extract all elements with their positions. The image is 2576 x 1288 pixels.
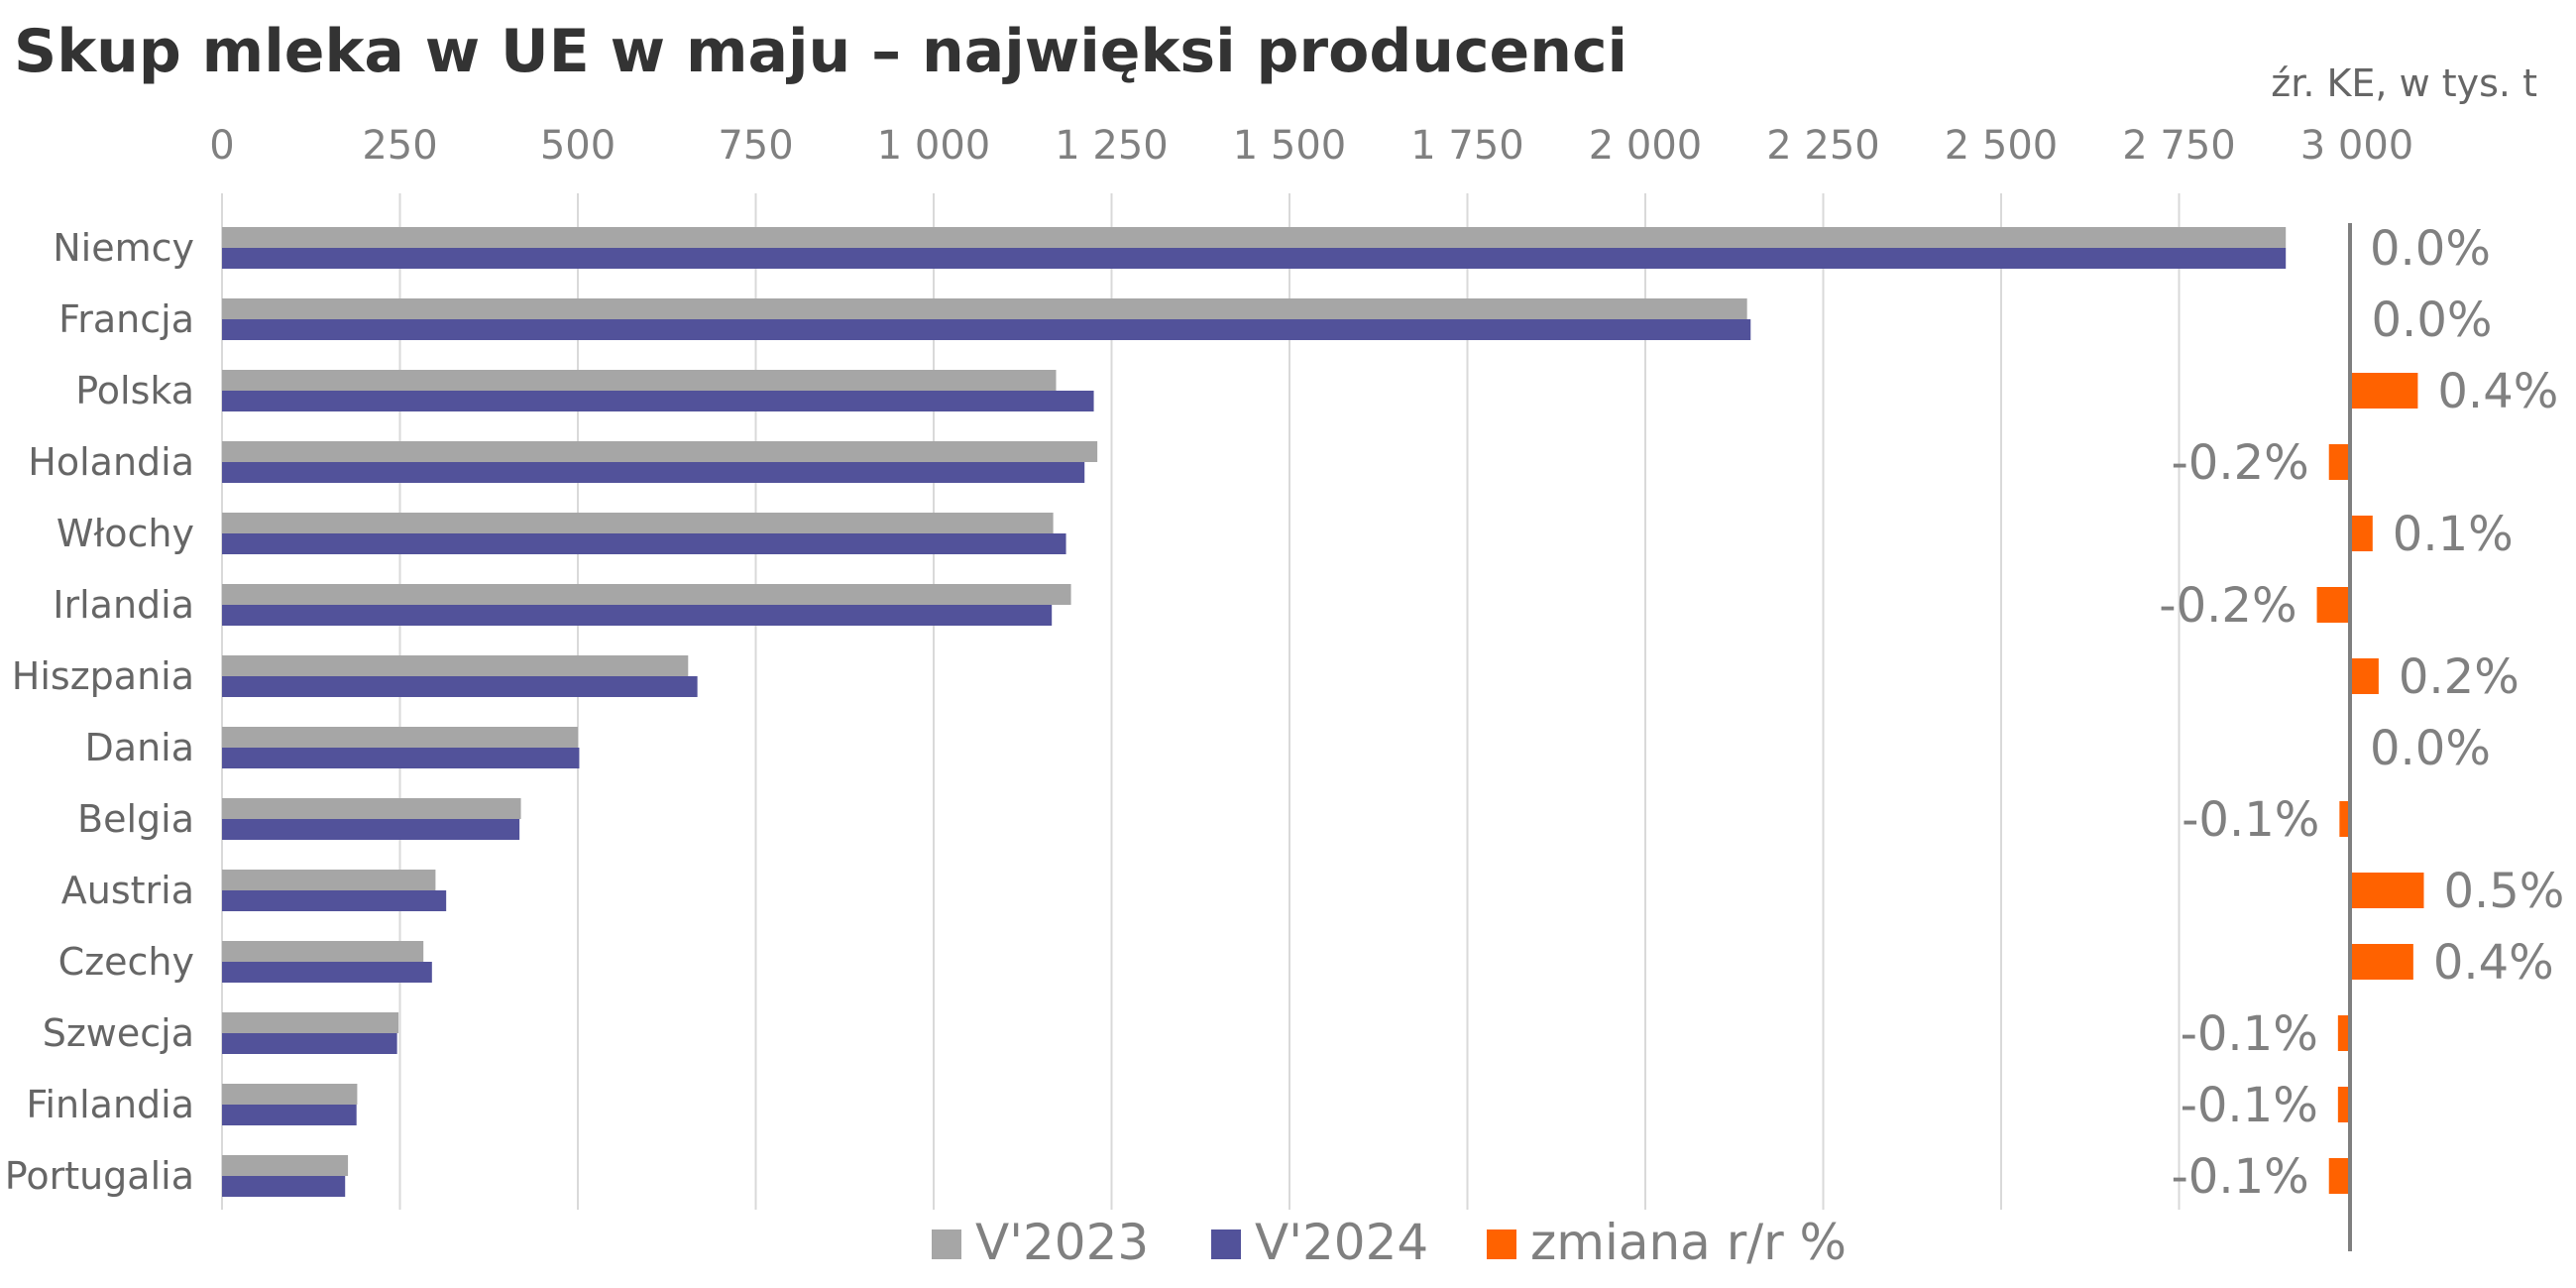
x-tick-label: 1 750 (1410, 123, 1524, 169)
category-label: Portugalia (5, 1154, 194, 1198)
bar-v2024 (222, 819, 520, 840)
legend-swatch (1211, 1229, 1241, 1259)
change-bar (2316, 587, 2350, 623)
category-label: Austria (61, 869, 194, 912)
category-label: Belgia (77, 797, 194, 841)
legend-label: zmiana r/r % (1530, 1214, 1847, 1271)
change-bar (2328, 1158, 2350, 1194)
bar-v2024 (222, 890, 447, 911)
bar-v2023 (222, 941, 424, 962)
x-tick-label: 2 000 (1589, 123, 1703, 169)
change-bar (2350, 516, 2373, 551)
x-tick-label: 2 750 (2122, 123, 2236, 169)
category-label: Irlandia (53, 583, 194, 627)
bar-v2023 (222, 870, 436, 890)
bar-v2024 (222, 605, 1053, 626)
legend-label: V'2023 (975, 1214, 1149, 1271)
change-label: 0.1% (2393, 507, 2514, 562)
x-tick-label: 1 250 (1055, 123, 1169, 169)
change-bar (2337, 1087, 2350, 1122)
change-bar (2328, 444, 2350, 480)
legend-v2023: V'2023 (932, 1214, 1149, 1271)
bar-v2024 (222, 319, 1751, 340)
bar-v2023 (222, 1084, 358, 1105)
bar-v2023 (222, 1155, 349, 1176)
change-bar (2350, 373, 2418, 409)
bar-v2023 (222, 227, 2287, 248)
bar-v2024 (222, 1033, 397, 1054)
bar-v2023 (222, 441, 1098, 462)
change-bar (2337, 1015, 2350, 1051)
bar-v2024 (222, 1105, 357, 1125)
change-bar (2350, 658, 2379, 694)
category-label: Polska (75, 369, 194, 412)
legend-v2024: V'2024 (1211, 1214, 1428, 1271)
x-tick-label: 2 500 (1945, 123, 2059, 169)
x-tick-label: 0 (209, 123, 234, 169)
change-bars: 0.0% 0.0% 0.4% -0.2% 0.1% -0.2% 0.2% 0.0% -0.1% 0… (2159, 221, 2564, 1251)
x-tick-label: 1 000 (877, 123, 991, 169)
change-label: 0.0% (2372, 293, 2493, 348)
category-label: Czechy (58, 940, 194, 984)
change-label: -0.2% (2159, 578, 2296, 634)
bar-v2024 (222, 748, 580, 768)
bar-v2023 (222, 513, 1054, 533)
change-label: 0.2% (2399, 649, 2520, 705)
category-labels: Niemcy Francja Polska Holandia Włochy Irlandi… (5, 226, 194, 1198)
bar-v2024 (222, 676, 698, 697)
gridlines (221, 193, 2181, 1210)
legend-change: zmiana r/r % (1487, 1214, 1847, 1271)
x-tick-label: 3 000 (2300, 123, 2414, 169)
bar-v2023 (222, 584, 1071, 605)
chart-title: Skup mleka w UE w maju – najwięksi produ… (14, 17, 1627, 86)
bars (222, 227, 2287, 1197)
change-label: -0.1% (2181, 1006, 2318, 1062)
change-label: -0.1% (2182, 792, 2319, 848)
category-label: Włochy (56, 512, 194, 555)
change-label: 0.0% (2370, 721, 2491, 776)
legend-swatch (1487, 1229, 1516, 1259)
bar-v2023 (222, 1012, 399, 1033)
x-tick-label: 1 500 (1233, 123, 1347, 169)
bar-v2023 (222, 655, 689, 676)
x-tick-label: 250 (362, 123, 437, 169)
change-label: -0.2% (2171, 435, 2308, 491)
bar-v2023 (222, 370, 1057, 391)
category-label: Niemcy (53, 226, 194, 270)
x-tick-label: 2 250 (1766, 123, 1880, 169)
legend-swatch (932, 1229, 961, 1259)
bar-v2024 (222, 391, 1094, 411)
change-label: 0.4% (2433, 935, 2554, 991)
category-label: Hiszpania (12, 654, 194, 698)
bar-v2024 (222, 1176, 346, 1197)
change-label: -0.1% (2171, 1149, 2308, 1205)
bar-v2023 (222, 298, 1747, 319)
bar-v2023 (222, 727, 578, 748)
change-bar (2350, 873, 2424, 908)
bar-v2024 (222, 248, 2287, 269)
change-label: 0.5% (2443, 864, 2564, 919)
x-tick-label: 750 (718, 123, 793, 169)
x-axis-ticks: 0 250 500 750 1 000 1 250 1 500 1 750 2 000 2 250… (209, 123, 2413, 169)
change-bar (2339, 801, 2350, 837)
x-tick-label: 500 (540, 123, 616, 169)
category-label: Francja (58, 297, 194, 341)
category-label: Finlandia (26, 1083, 194, 1126)
change-label: 0.0% (2370, 221, 2491, 277)
source-note: źr. KE, w tys. t (2271, 61, 2537, 105)
category-label: Dania (85, 726, 194, 769)
change-bar (2350, 944, 2413, 980)
bar-v2024 (222, 462, 1085, 483)
category-label: Szwecja (43, 1011, 194, 1055)
legend-label: V'2024 (1255, 1214, 1428, 1271)
category-label: Holandia (28, 440, 194, 484)
change-label: -0.1% (2181, 1078, 2318, 1133)
bar-v2024 (222, 962, 432, 983)
change-label: 0.4% (2437, 364, 2558, 419)
bar-v2024 (222, 533, 1066, 554)
legend: V'2023 V'2024 zmiana r/r % (932, 1214, 1847, 1271)
bar-v2023 (222, 798, 521, 819)
